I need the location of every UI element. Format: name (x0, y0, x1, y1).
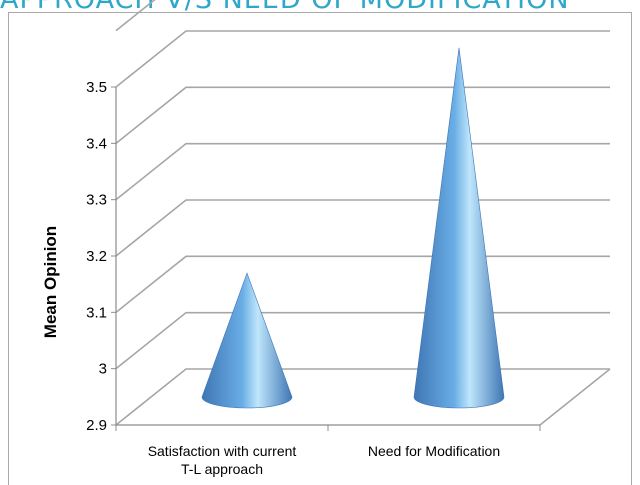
gridline (115, 199, 610, 257)
gridline (115, 255, 610, 313)
y-tick-label: 3.5 (86, 79, 107, 96)
floor-edge (539, 368, 611, 426)
y-tick-label: 3.3 (86, 192, 107, 209)
x-category-label: Need for Modification (368, 443, 500, 459)
gridline (115, 86, 610, 144)
x-category-label: T-L approach (181, 461, 263, 477)
cone-bar (413, 47, 505, 409)
y-tick-label: 2.9 (86, 417, 107, 434)
label-layer: 2.9 3 3.1 3.2 3.3 3.4 3.5 Satisfaction with cur… (86, 79, 500, 477)
cone-body (201, 272, 293, 409)
cone-bar (201, 272, 293, 409)
cone-layer (201, 47, 505, 409)
gridline (115, 311, 610, 370)
grid-layer (115, 0, 611, 426)
gridline (115, 368, 610, 426)
x-category-label: Satisfaction with current (148, 443, 297, 459)
axis-layer (111, 86, 541, 431)
gridline (115, 142, 610, 201)
chart-frame (8, 12, 632, 485)
y-tick-label: 3.2 (86, 248, 107, 265)
gridline (115, 0, 156, 32)
y-tick-label: 3 (99, 361, 107, 378)
gridline (115, 30, 610, 88)
page-title: APPROACH V/S NEED OF MODIFICATION (0, 0, 640, 15)
y-tick-label: 3.1 (86, 304, 107, 321)
cone-body (413, 47, 505, 409)
y-axis-label: Mean Opinion (41, 226, 60, 338)
y-tick-label: 3.4 (86, 135, 107, 152)
